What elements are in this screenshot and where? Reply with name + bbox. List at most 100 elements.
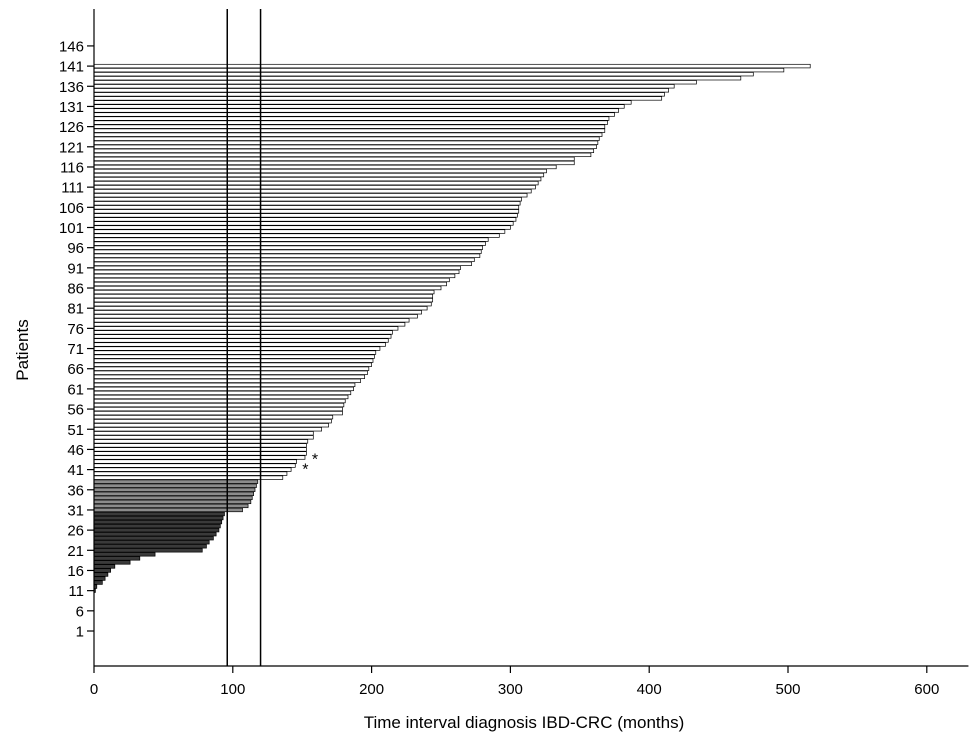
x-axis-title: Time interval diagnosis IBD-CRC (months) [364,713,685,732]
bar-patient-79 [93,314,418,319]
bar-patient-98 [93,237,489,242]
y-tick-label-91: 91 [67,260,84,277]
bar-patient-58 [93,398,346,404]
bar-patient-71 [93,346,381,351]
y-tick-label-1: 1 [76,624,84,641]
asterisk-annotation-1: * [312,451,318,468]
bar-patient-78 [93,318,410,323]
bar-patient-30 [93,511,225,517]
bar-patient-37 [93,483,257,488]
bar-patient-131 [93,104,625,109]
bar-patient-25 [93,532,217,537]
bar-patient-66 [93,366,370,371]
bar-patient-72 [93,342,386,347]
y-axis-title: Patients [13,319,32,380]
bar-patient-31 [93,507,243,513]
bar-patient-17 [93,564,116,569]
bar-patient-61 [93,386,354,392]
y-tick-label-131: 131 [59,99,84,116]
bar-patient-22 [93,544,207,549]
bar-patient-56 [93,406,343,412]
bar-patient-110 [93,189,532,194]
x-tick-label-0: 0 [90,681,98,698]
bar-patient-35 [93,491,254,496]
bar-patient-86 [93,285,442,291]
bar-patient-96 [93,245,483,250]
bars-layer [93,63,811,593]
y-tick-label-96: 96 [67,240,84,257]
bar-patient-28 [93,519,223,525]
bar-patient-134 [93,92,665,97]
x-tick-label-100: 100 [220,681,245,698]
bar-patient-130 [93,108,620,113]
bar-patient-113 [93,176,542,182]
bar-patient-18 [93,560,131,565]
bar-patient-84 [93,293,434,299]
bar-patient-60 [93,390,352,396]
bar-patient-69 [93,354,375,359]
bar-patient-62 [93,382,356,388]
bar-patient-115 [93,168,547,174]
y-tick-label-26: 26 [67,523,84,540]
y-tick-label-121: 121 [59,139,84,156]
bar-patient-42 [93,463,296,468]
y-tick-label-141: 141 [59,59,84,76]
bar-patient-50 [93,431,314,436]
y-tick-label-41: 41 [67,462,84,479]
bar-patient-109 [93,193,528,198]
y-tick-label-66: 66 [67,361,84,378]
bar-patient-85 [93,289,435,295]
y-tick-label-81: 81 [67,301,84,318]
bar-patient-93 [93,257,475,262]
bar-patient-100 [93,229,506,234]
bar-patient-23 [93,540,210,545]
bar-patient-107 [93,201,521,206]
bar-patient-95 [93,249,482,254]
bar-patient-108 [93,197,522,202]
bar-patient-129 [93,112,615,117]
bar-patient-127 [93,120,608,125]
bar-patient-112 [93,180,539,186]
y-tick-label-31: 31 [67,502,84,519]
bar-patient-36 [93,487,256,492]
bar-patient-46 [93,447,307,452]
bar-patient-105 [93,209,520,214]
bar-patient-26 [93,527,220,533]
bar-patient-106 [93,205,520,210]
bar-patient-75 [93,330,393,335]
y-tick-label-101: 101 [59,220,84,237]
y-tick-label-51: 51 [67,422,84,439]
annotations: ** [302,451,318,478]
y-tick-label-126: 126 [59,119,84,136]
y-tick-label-21: 21 [67,543,84,560]
x-tick-label-200: 200 [359,681,384,698]
bar-patient-16 [93,568,112,573]
bar-patient-59 [93,394,349,400]
bar-patient-41 [93,467,292,472]
asterisk-annotation-2: * [302,462,308,479]
bar-patient-122 [93,140,599,145]
bar-patient-116 [93,164,557,170]
x-tick-label-500: 500 [775,681,800,698]
y-tick-label-36: 36 [67,482,84,499]
y-tick-label-16: 16 [67,563,84,580]
bar-patient-48 [93,439,309,444]
bar-patient-97 [93,241,486,246]
bar-patient-119 [93,152,592,158]
bar-patient-43 [93,459,297,464]
bar-patient-141 [93,63,811,69]
bar-patient-53 [93,419,332,424]
x-tick-label-300: 300 [498,681,523,698]
bar-patient-101 [93,225,511,230]
bar-patient-118 [93,156,575,162]
bar-patient-94 [93,253,481,258]
bar-patient-117 [93,160,575,166]
bar-patient-65 [93,370,368,375]
bar-patient-13 [93,580,103,585]
y-tick-label-61: 61 [67,381,84,398]
bar-patient-88 [93,277,450,283]
y-tick-label-46: 46 [67,442,84,459]
bar-patient-64 [93,374,366,379]
bar-patient-21 [93,548,203,553]
bar-patient-70 [93,350,377,355]
